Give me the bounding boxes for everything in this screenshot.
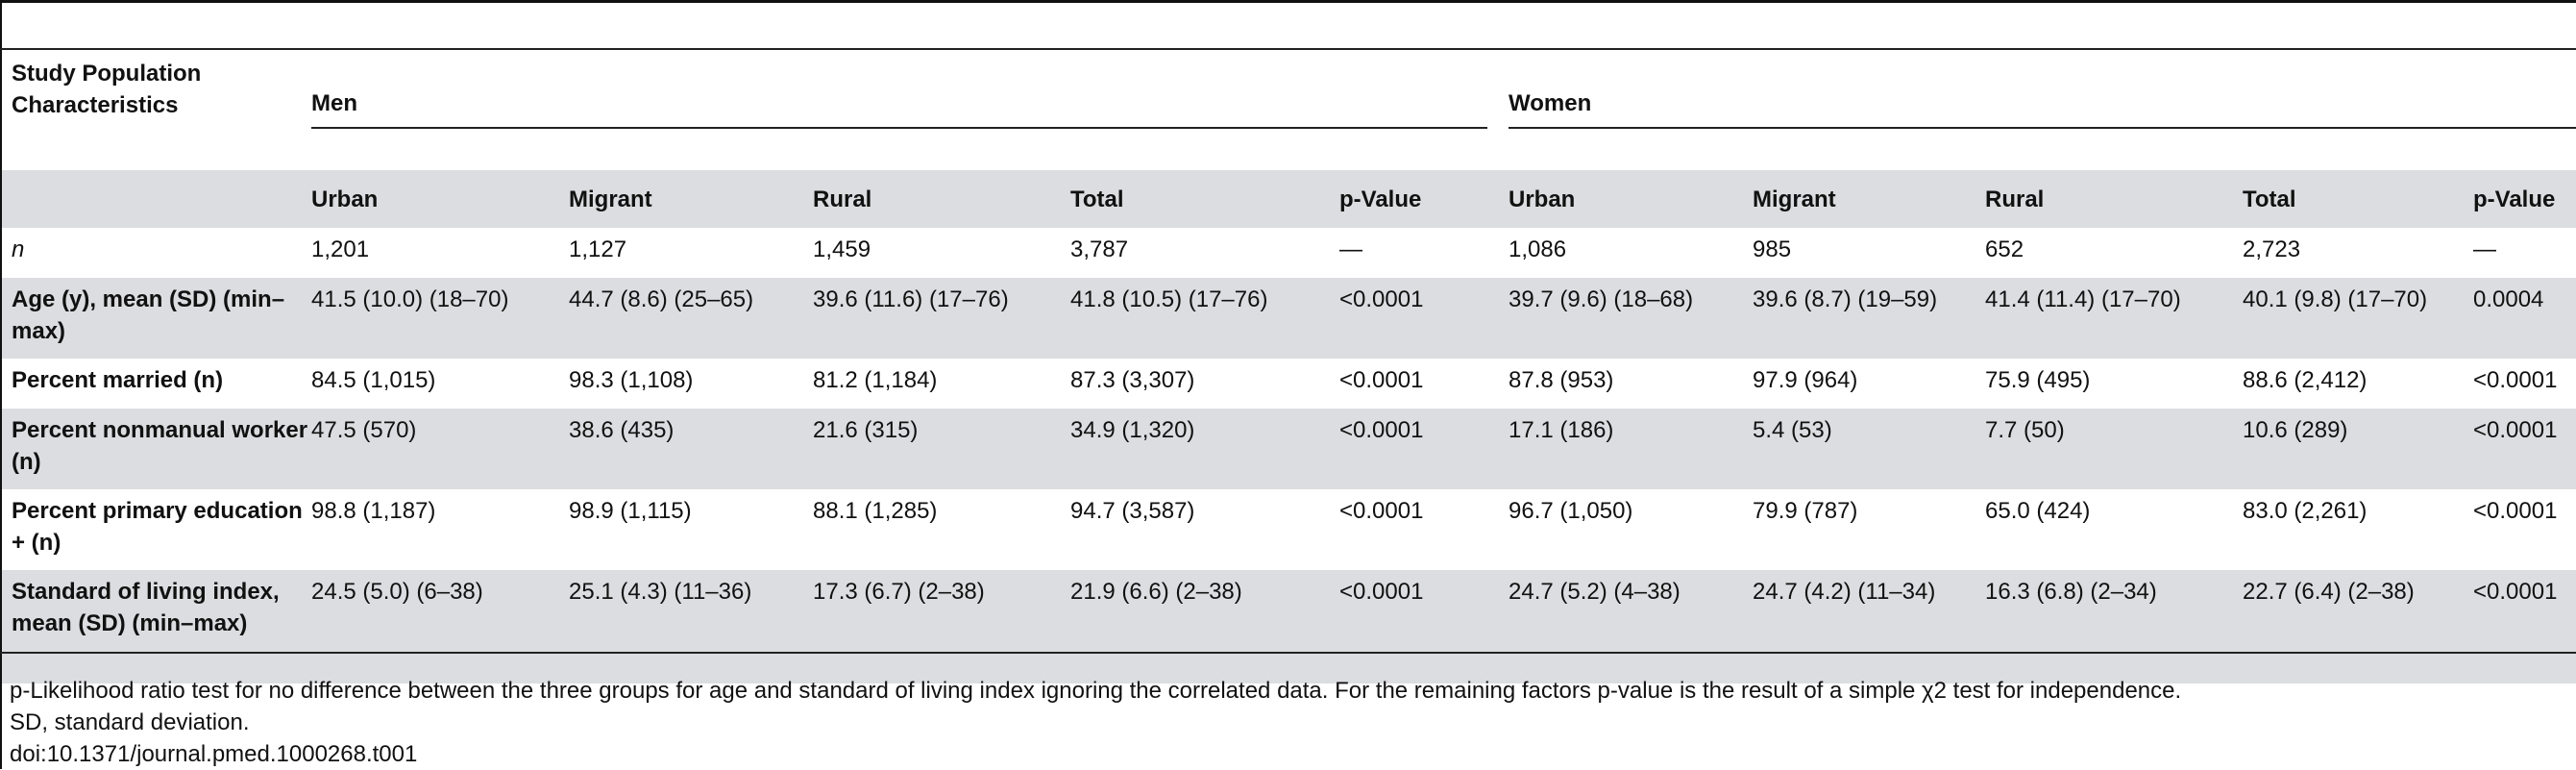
table-top-rule bbox=[0, 48, 2576, 50]
cell: 41.4 (11.4) (17–70) bbox=[1985, 278, 2243, 359]
cell: <0.0001 bbox=[2473, 570, 2576, 683]
cell: 10.6 (289) bbox=[2243, 409, 2473, 489]
subheader-cell: p-Value bbox=[1339, 170, 1509, 228]
cell: 34.9 (1,320) bbox=[1070, 409, 1339, 489]
cell: <0.0001 bbox=[1339, 409, 1509, 489]
cell: 39.6 (8.7) (19–59) bbox=[1753, 278, 1985, 359]
cell: 84.5 (1,015) bbox=[311, 367, 436, 393]
cell: 1,201 bbox=[311, 236, 370, 262]
cell: 985 bbox=[1753, 236, 1792, 262]
table-row: Percent nonmanual worker (n) 47.5 (570) … bbox=[2, 409, 2576, 489]
cell: 3,787 bbox=[1070, 236, 1129, 262]
subheader-blank bbox=[2, 170, 311, 228]
cell: <0.0001 bbox=[1339, 498, 1424, 524]
subheader-cell: Urban bbox=[311, 170, 569, 228]
cell: 25.1 (4.3) (11–36) bbox=[569, 570, 813, 683]
cell: 96.7 (1,050) bbox=[1509, 498, 1633, 524]
cell: 22.7 (6.4) (2–38) bbox=[2243, 570, 2473, 683]
cell: 75.9 (495) bbox=[1985, 367, 2091, 393]
footnote-abbreviation: SD, standard deviation. bbox=[10, 709, 250, 735]
footnote-test: p-Likelihood ratio test for no differenc… bbox=[10, 678, 2182, 704]
cell: <0.0001 bbox=[1339, 570, 1509, 683]
group-men: Men bbox=[311, 48, 1509, 170]
cell: 652 bbox=[1985, 236, 2024, 262]
subheader-cell: Rural bbox=[813, 170, 1070, 228]
cell: 94.7 (3,587) bbox=[1070, 498, 1195, 524]
subheader-cell: Total bbox=[2243, 170, 2473, 228]
group-header-row: Study Population Characteristics Men Wom… bbox=[2, 48, 2576, 170]
cell: <0.0001 bbox=[2473, 409, 2576, 489]
cell: 98.8 (1,187) bbox=[311, 498, 436, 524]
cell: 87.3 (3,307) bbox=[1070, 367, 1195, 393]
cell: 79.9 (787) bbox=[1753, 498, 1858, 524]
cell: 88.6 (2,412) bbox=[2243, 367, 2367, 393]
cell: <0.0001 bbox=[2473, 367, 2558, 393]
cell: 39.6 (11.6) (17–76) bbox=[813, 278, 1070, 359]
top-border bbox=[0, 0, 2576, 3]
row-label: Percent primary education + (n) bbox=[12, 498, 303, 556]
table-bottom-rule bbox=[0, 652, 2576, 654]
cell: 17.1 (186) bbox=[1509, 409, 1753, 489]
cell: 88.1 (1,285) bbox=[813, 498, 938, 524]
cell: 41.5 (10.0) (18–70) bbox=[311, 278, 569, 359]
table-row: Age (y), mean (SD) (min–max) 41.5 (10.0)… bbox=[2, 278, 2576, 359]
subheader-cell: Total bbox=[1070, 170, 1339, 228]
row-header-label: Study Population Characteristics bbox=[12, 61, 202, 118]
cell: 16.3 (6.8) (2–34) bbox=[1985, 570, 2243, 683]
cell: 41.8 (10.5) (17–76) bbox=[1070, 278, 1339, 359]
left-border bbox=[0, 0, 2, 769]
row-label: Percent married (n) bbox=[12, 367, 224, 393]
cell: <0.0001 bbox=[2473, 498, 2558, 524]
cell: 87.8 (953) bbox=[1509, 367, 1614, 393]
cell: 17.3 (6.7) (2–38) bbox=[813, 570, 1070, 683]
cell: 1,086 bbox=[1509, 236, 1567, 262]
cell: 81.2 (1,184) bbox=[813, 367, 938, 393]
cell: 47.5 (570) bbox=[311, 409, 569, 489]
cell: 21.6 (315) bbox=[813, 409, 1070, 489]
cell: 98.9 (1,115) bbox=[569, 498, 692, 524]
cell: 2,723 bbox=[2243, 236, 2301, 262]
cell: 5.4 (53) bbox=[1753, 409, 1985, 489]
cell: — bbox=[1339, 236, 1362, 262]
cell: <0.0001 bbox=[1339, 278, 1509, 359]
cell: 24.5 (5.0) (6–38) bbox=[311, 570, 569, 683]
row-label: n bbox=[12, 236, 25, 262]
cell: — bbox=[2473, 236, 2496, 262]
cell: <0.0001 bbox=[1339, 367, 1424, 393]
cell: 1,459 bbox=[813, 236, 871, 262]
cell: 98.3 (1,108) bbox=[569, 367, 694, 393]
table-row: Percent married (n) 84.5 (1,015) 98.3 (1… bbox=[2, 359, 2576, 409]
table-row: Standard of living index, mean (SD) (min… bbox=[2, 570, 2576, 683]
cell: 40.1 (9.8) (17–70) bbox=[2243, 278, 2473, 359]
subheader-row: Urban Migrant Rural Total p-Value Urban … bbox=[2, 170, 2576, 228]
cell: 97.9 (964) bbox=[1753, 367, 1858, 393]
cell: 39.7 (9.6) (18–68) bbox=[1509, 278, 1753, 359]
row-label: Standard of living index, mean (SD) (min… bbox=[2, 570, 311, 683]
table-row: n 1,201 1,127 1,459 3,787 — 1,086 985 65… bbox=[2, 228, 2576, 278]
subheader-cell: Migrant bbox=[569, 170, 813, 228]
cell: 7.7 (50) bbox=[1985, 409, 2243, 489]
footnote-doi: doi:10.1371/journal.pmed.1000268.t001 bbox=[10, 741, 418, 767]
group-women: Women bbox=[1509, 48, 2576, 170]
table-row: Percent primary education + (n) 98.8 (1,… bbox=[2, 489, 2576, 570]
row-label: Percent nonmanual worker (n) bbox=[2, 409, 311, 489]
cell: 65.0 (424) bbox=[1985, 498, 2091, 524]
subheader-cell: Rural bbox=[1985, 170, 2243, 228]
subheader-cell: Migrant bbox=[1753, 170, 1985, 228]
cell: 44.7 (8.6) (25–65) bbox=[569, 278, 813, 359]
cell: 83.0 (2,261) bbox=[2243, 498, 2367, 524]
subheader-cell: p-Value bbox=[2473, 170, 2576, 228]
cell: 1,127 bbox=[569, 236, 627, 262]
cell: 24.7 (5.2) (4–38) bbox=[1509, 570, 1753, 683]
characteristics-table: Study Population Characteristics Men Wom… bbox=[2, 48, 2576, 683]
cell: 38.6 (435) bbox=[569, 409, 813, 489]
cell: 0.0004 bbox=[2473, 278, 2576, 359]
subheader-cell: Urban bbox=[1509, 170, 1753, 228]
row-label: Age (y), mean (SD) (min–max) bbox=[2, 278, 311, 359]
cell: 24.7 (4.2) (11–34) bbox=[1753, 570, 1985, 683]
cell: 21.9 (6.6) (2–38) bbox=[1070, 570, 1339, 683]
